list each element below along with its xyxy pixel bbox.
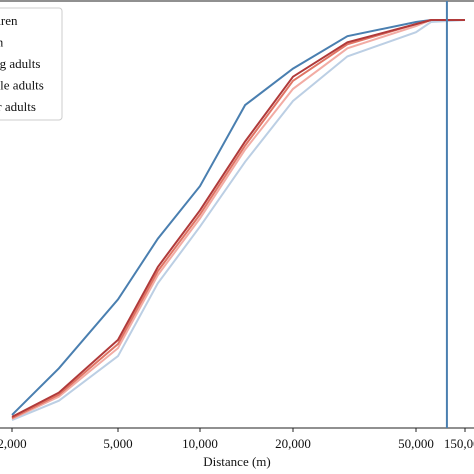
x-tick-label: 50,000 (398, 436, 434, 451)
legend-box (0, 7, 63, 121)
x-tick-label: 5,000 (103, 436, 132, 451)
cdf-line (11, 19, 465, 419)
x-tick-label: 150,000 (444, 436, 474, 451)
legend-label: Youth (0, 34, 4, 49)
legend-label: Middle adults (0, 77, 44, 92)
x-tick-label: 10,000 (182, 436, 218, 451)
legend-label: Older adults (0, 99, 36, 114)
cdf-line (11, 19, 465, 420)
legend: Children Youth Young adults Middle adults Ol… (0, 7, 63, 121)
cdf-line (11, 19, 465, 418)
x-tick-label: 2,000 (0, 436, 27, 451)
cdf-line (11, 19, 465, 416)
legend-label: Children (0, 13, 18, 28)
x-axis-label: Distance (m) (203, 454, 271, 469)
x-tick-label: 20,000 (275, 436, 311, 451)
legend-label: Young adults (0, 56, 40, 71)
cdf-line (11, 19, 466, 422)
